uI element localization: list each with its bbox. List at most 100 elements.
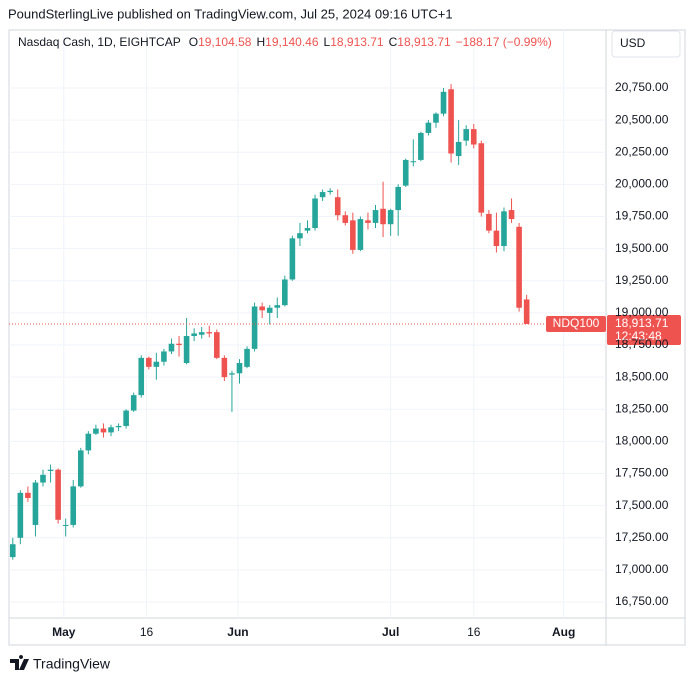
candle-body (334, 197, 341, 216)
brand: TradingView (33, 656, 111, 672)
candle-body (297, 233, 303, 239)
candle-body (312, 198, 318, 229)
candle-body (55, 469, 61, 520)
candle-body (357, 219, 364, 250)
candle-body (93, 428, 99, 434)
x-tick-label: 16 (140, 625, 154, 639)
candle-body (198, 332, 205, 335)
x-tick-label: 16 (467, 625, 481, 639)
y-tick-label: 19,000.00 (615, 305, 669, 319)
y-tick-label: 17,500.00 (615, 498, 669, 512)
candle-body (274, 305, 281, 308)
candle-body (32, 482, 39, 525)
candle-body (516, 226, 522, 308)
y-tick-label: 20,250.00 (615, 144, 669, 158)
candle-body (493, 230, 500, 247)
candle-body (282, 279, 288, 306)
candle-body (266, 307, 273, 313)
y-tick-label: 17,250.00 (615, 530, 669, 544)
ohlc-key: O (189, 35, 198, 49)
countdown: 12:43:48 (615, 329, 662, 343)
candle-body (229, 373, 235, 375)
price-box (607, 314, 681, 345)
y-tick-label: 20,750.00 (615, 80, 669, 94)
candle-body (108, 427, 114, 433)
y-tick-label: 18,000.00 (615, 434, 669, 448)
candle-body (176, 343, 182, 346)
candle-body (327, 190, 333, 193)
candle-body (77, 450, 84, 487)
ohlc-key: L (324, 35, 331, 49)
candle-body (478, 143, 485, 213)
candle-body (244, 348, 250, 367)
candle-body (418, 132, 424, 160)
ohlc-key: C (389, 35, 398, 49)
ohlc-value: 18,913.71 (397, 35, 451, 49)
ohlc-value: 19,104.58 (198, 35, 252, 49)
candle-body (206, 332, 213, 334)
candle-body (168, 343, 175, 352)
candle-body (183, 336, 190, 364)
candle-body (47, 469, 54, 471)
candle-body (100, 428, 107, 433)
candle-body (214, 332, 220, 358)
frame (8, 29, 686, 646)
candle-body (455, 141, 462, 157)
candle-body (433, 113, 439, 123)
candle-body (425, 122, 432, 133)
x-tick-label: Aug (552, 625, 575, 639)
candle-body (85, 433, 92, 451)
candle-body (115, 425, 122, 428)
x-tick-label: Jun (227, 625, 248, 639)
candle-body (251, 306, 258, 349)
y-tick-label: 17,000.00 (615, 562, 669, 576)
candle-body (402, 159, 409, 186)
y-tick-label: 19,250.00 (615, 273, 669, 287)
symbol: Nasdaq Cash, 1D, EIGHTCAP (18, 35, 181, 49)
candle-body (380, 208, 386, 225)
candle-body (40, 474, 46, 483)
candle-body (123, 410, 129, 426)
candle-body (440, 91, 447, 114)
candle-body (9, 544, 16, 558)
candle-body (25, 492, 31, 498)
currency[interactable]: USD (620, 36, 646, 50)
candle-body (191, 333, 197, 337)
candle-body (161, 351, 167, 362)
candle-body (221, 357, 228, 378)
x-tick-label: Jul (382, 625, 399, 639)
candle-body (410, 161, 417, 163)
candle-body (153, 361, 160, 367)
currency-box[interactable] (611, 30, 681, 58)
ohlc-value: 19,140.46 (265, 35, 319, 49)
price-tag: NDQ100 (553, 316, 600, 330)
candle-body (523, 299, 530, 324)
candle-body (350, 220, 356, 250)
y-tick-label: 17,750.00 (615, 466, 669, 480)
candle-body (62, 524, 69, 526)
candle-body (70, 486, 77, 525)
change: −188.17 (−0.99%) (456, 35, 552, 49)
candle-body (342, 215, 349, 223)
y-tick-label: 18,250.00 (615, 401, 669, 415)
ohlc-value: 18,913.71 (330, 35, 384, 49)
candle-body (372, 210, 379, 223)
candles (9, 84, 530, 560)
y-tick-label: 20,500.00 (615, 112, 669, 126)
candle-body (448, 89, 454, 154)
y-tick-label: 18,750.00 (615, 337, 669, 351)
price-label: 18,913.71 (615, 316, 669, 330)
y-tick-label: 16,750.00 (615, 594, 669, 608)
candle-body (146, 357, 152, 367)
candle-body (236, 363, 243, 374)
candle-body (17, 492, 24, 538)
y-tick-label: 19,500.00 (615, 241, 669, 255)
candle-body (138, 357, 145, 396)
candle-body (319, 192, 326, 198)
x-tick-label: May (52, 625, 76, 639)
candle-body (501, 211, 507, 247)
y-tick-label: 19,750.00 (615, 209, 669, 223)
